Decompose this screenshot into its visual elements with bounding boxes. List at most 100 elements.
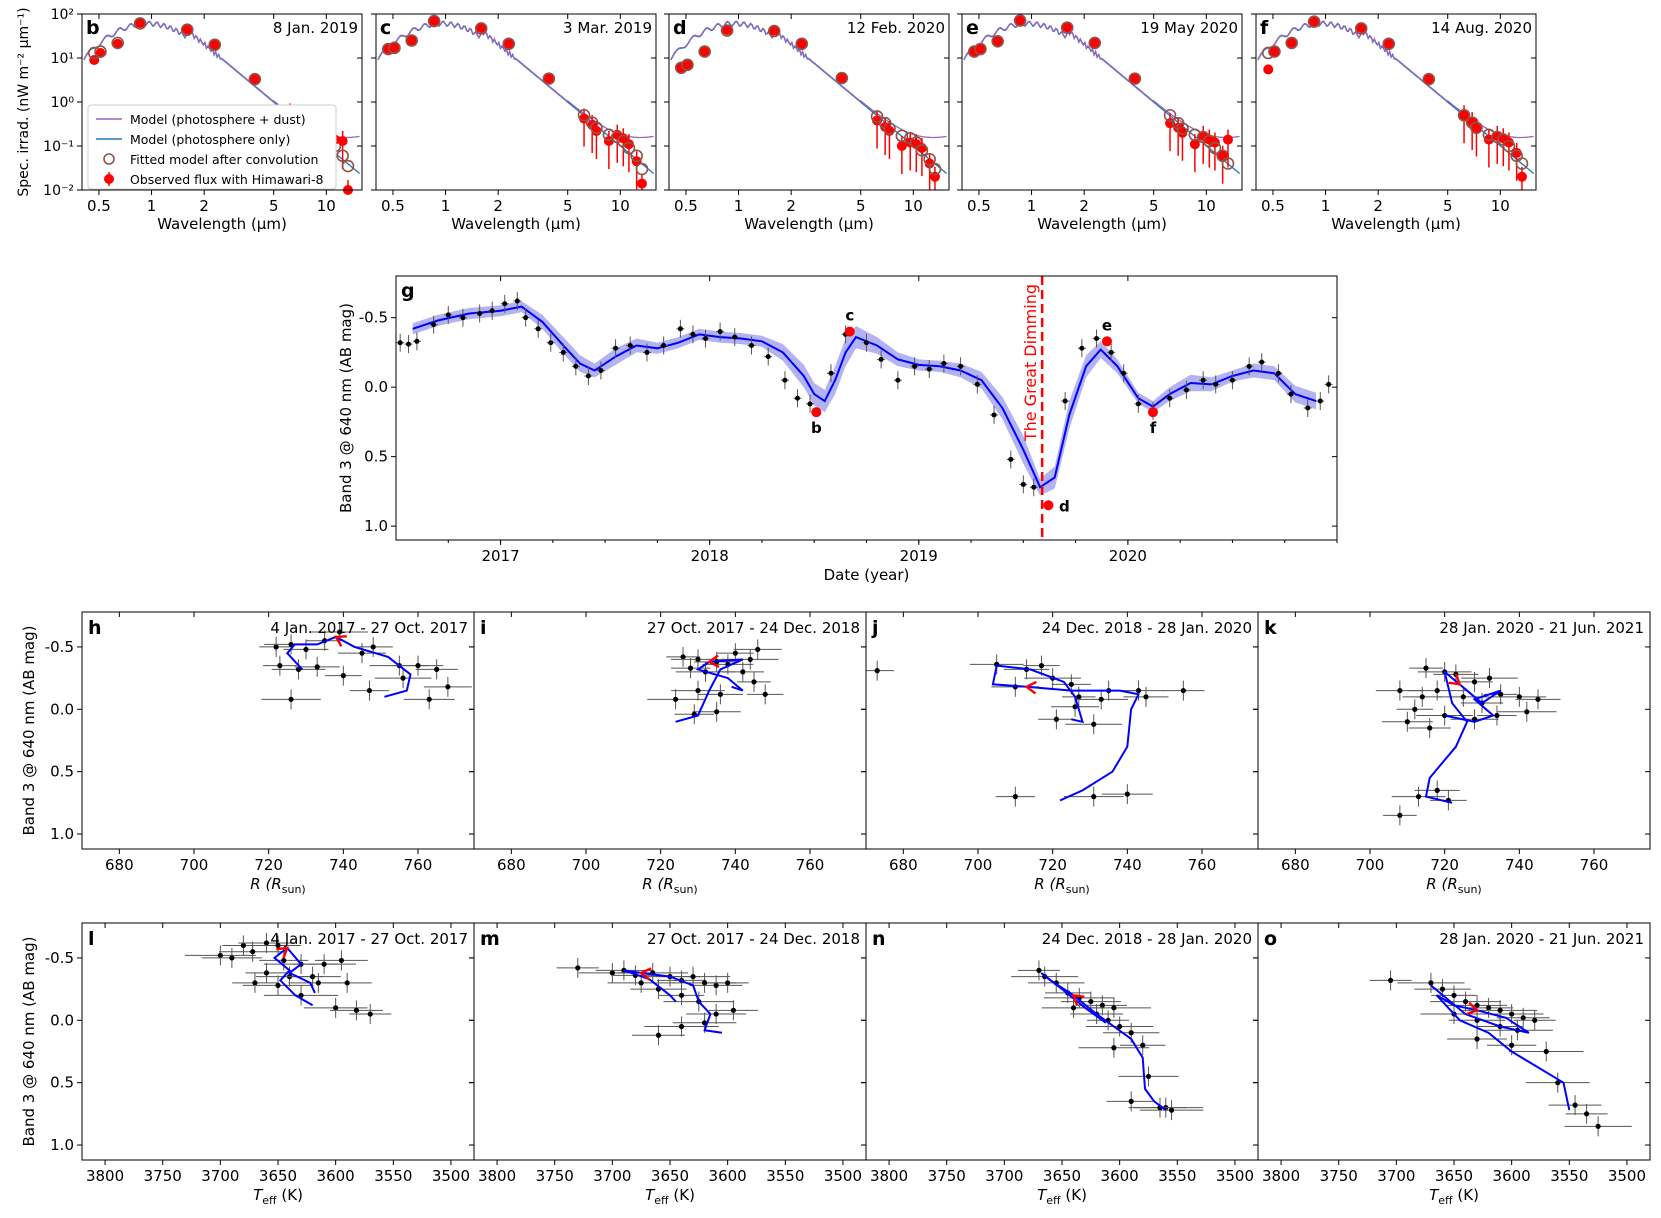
x-axis-label: Teff (K) [253,1186,303,1207]
data-point [717,691,724,697]
observed-point [135,18,146,29]
data-point [690,974,696,980]
obs-point [732,334,738,340]
data-point [367,1011,373,1017]
fitted-point [835,71,849,85]
data-point [725,980,731,986]
x-tick-label: 740 [329,856,358,874]
obs-point [514,298,520,304]
data-point [713,982,719,988]
observed-point [1189,139,1200,150]
fitted-point [336,149,349,163]
trajectory-line [1040,972,1167,1111]
data-point [1524,709,1530,715]
obs-point [1135,401,1141,407]
confidence-band [412,301,1317,496]
panel-letter: o [1264,928,1277,950]
data-point [1088,998,1094,1005]
obs-point [406,341,412,347]
obs-point [1167,395,1173,401]
data-point [1099,1002,1105,1008]
obs-point [1200,377,1206,383]
data-point [575,965,581,971]
x-tick-label: 680 [105,856,134,874]
x-axis-label-unit: (K) [1453,1186,1479,1204]
data-point [1111,1045,1117,1051]
scatter-panel-h: 680 700 720 740 760 -0.5 0.0 0.5 1.0 h 4 Jan. 2017… [45,611,475,896]
x-tick-label: 3750 [1320,1167,1358,1185]
fitted-point [991,34,1004,48]
data-point [1404,719,1410,725]
obs-point [1183,387,1189,393]
highlight-label-e: e [1102,316,1112,334]
data-point [1180,687,1186,694]
x-tick-label: 2018 [691,547,729,565]
observed-point [389,42,400,53]
data-point [1509,1042,1515,1048]
y-tick-label: 0.5 [364,448,388,466]
data-point [1415,794,1422,800]
scatter-panel-n: 3800 3750 3700 3650 3600 3550 3500 n 24 Dec. 201… [861,922,1259,1207]
fitted-point [870,110,884,123]
model-dust-line [377,20,654,139]
obs-point [828,370,834,376]
legend-box [87,104,337,190]
data-point [353,1007,359,1013]
scatter-panel-k: 680 700 720 740 760 k 28 Jan. 2020 - 21 Jun. 2… [1253,611,1651,896]
data-point [751,679,757,685]
fitted-point [630,149,643,163]
observed-point [699,46,710,57]
data-point [740,669,746,675]
data-point [1168,1107,1175,1113]
obs-point [1079,345,1085,351]
x-tick-label: 700 [1356,856,1385,874]
obs-point [1108,349,1114,355]
x-tick-label: 3500 [1216,1167,1254,1185]
observed-point [249,74,260,85]
data-point [263,970,270,976]
panel-date: 8 Jan. 2019 [273,19,358,37]
fitted-point [681,58,694,72]
x-tick-label: 680 [497,856,526,874]
data-point [217,952,223,959]
data-point [1494,712,1500,719]
x-axis-label-unit: (K) [277,1186,303,1204]
y-axis-label: Band 3 @ 640 nm (AB mag) [337,303,355,513]
observed-point [682,59,693,70]
obs-point [878,356,884,362]
obs-point [958,363,964,369]
x-axis-label-main: R (R [1034,875,1065,893]
x-tick-label: 720 [646,856,675,874]
observed-point [769,25,780,36]
fitted-point [577,108,591,122]
y-tick-label: 0.5 [50,1074,74,1092]
x-axis-label-sub: sun) [1066,883,1090,896]
data-point [434,666,440,672]
fitted-point [248,72,262,86]
x-axis-label: Date (year) [824,566,910,584]
x-axis-label: Wavelength (μm) [1037,215,1167,233]
data-point [275,982,281,988]
x-axis-label-sub: eff [262,1194,277,1207]
x-tick-label: 3750 [536,1167,574,1185]
scatter-frame [865,922,1259,1161]
data-point [1091,721,1097,727]
x-axis-label-main: R (R [642,875,673,893]
x-tick-label: 3700 [593,1167,631,1185]
sed-panel-e: 0.5 1 2 5 10 e 19 May 2020 Wavelength (μm) [957,13,1243,233]
obs-point [717,329,723,335]
fitted-point [1470,121,1483,135]
x-tick-label: 5 [1443,197,1453,215]
data-point [277,663,283,669]
x-tick-label: 0.5 [381,197,405,215]
obs-point [690,331,696,337]
model-dust-line [670,20,947,139]
data-point [1145,1073,1152,1080]
data-point [1128,1098,1134,1104]
data-point [730,1007,737,1013]
data-point [1076,694,1082,700]
radius-panels-row: 680 700 720 740 760 -0.5 0.0 0.5 1.0 h 4 Jan. 2017… [20,611,1651,896]
data-point [673,696,679,702]
y-axis-label: Band 3 @ 640 nm (AB mag) [20,626,38,836]
data-point [1128,1030,1134,1036]
